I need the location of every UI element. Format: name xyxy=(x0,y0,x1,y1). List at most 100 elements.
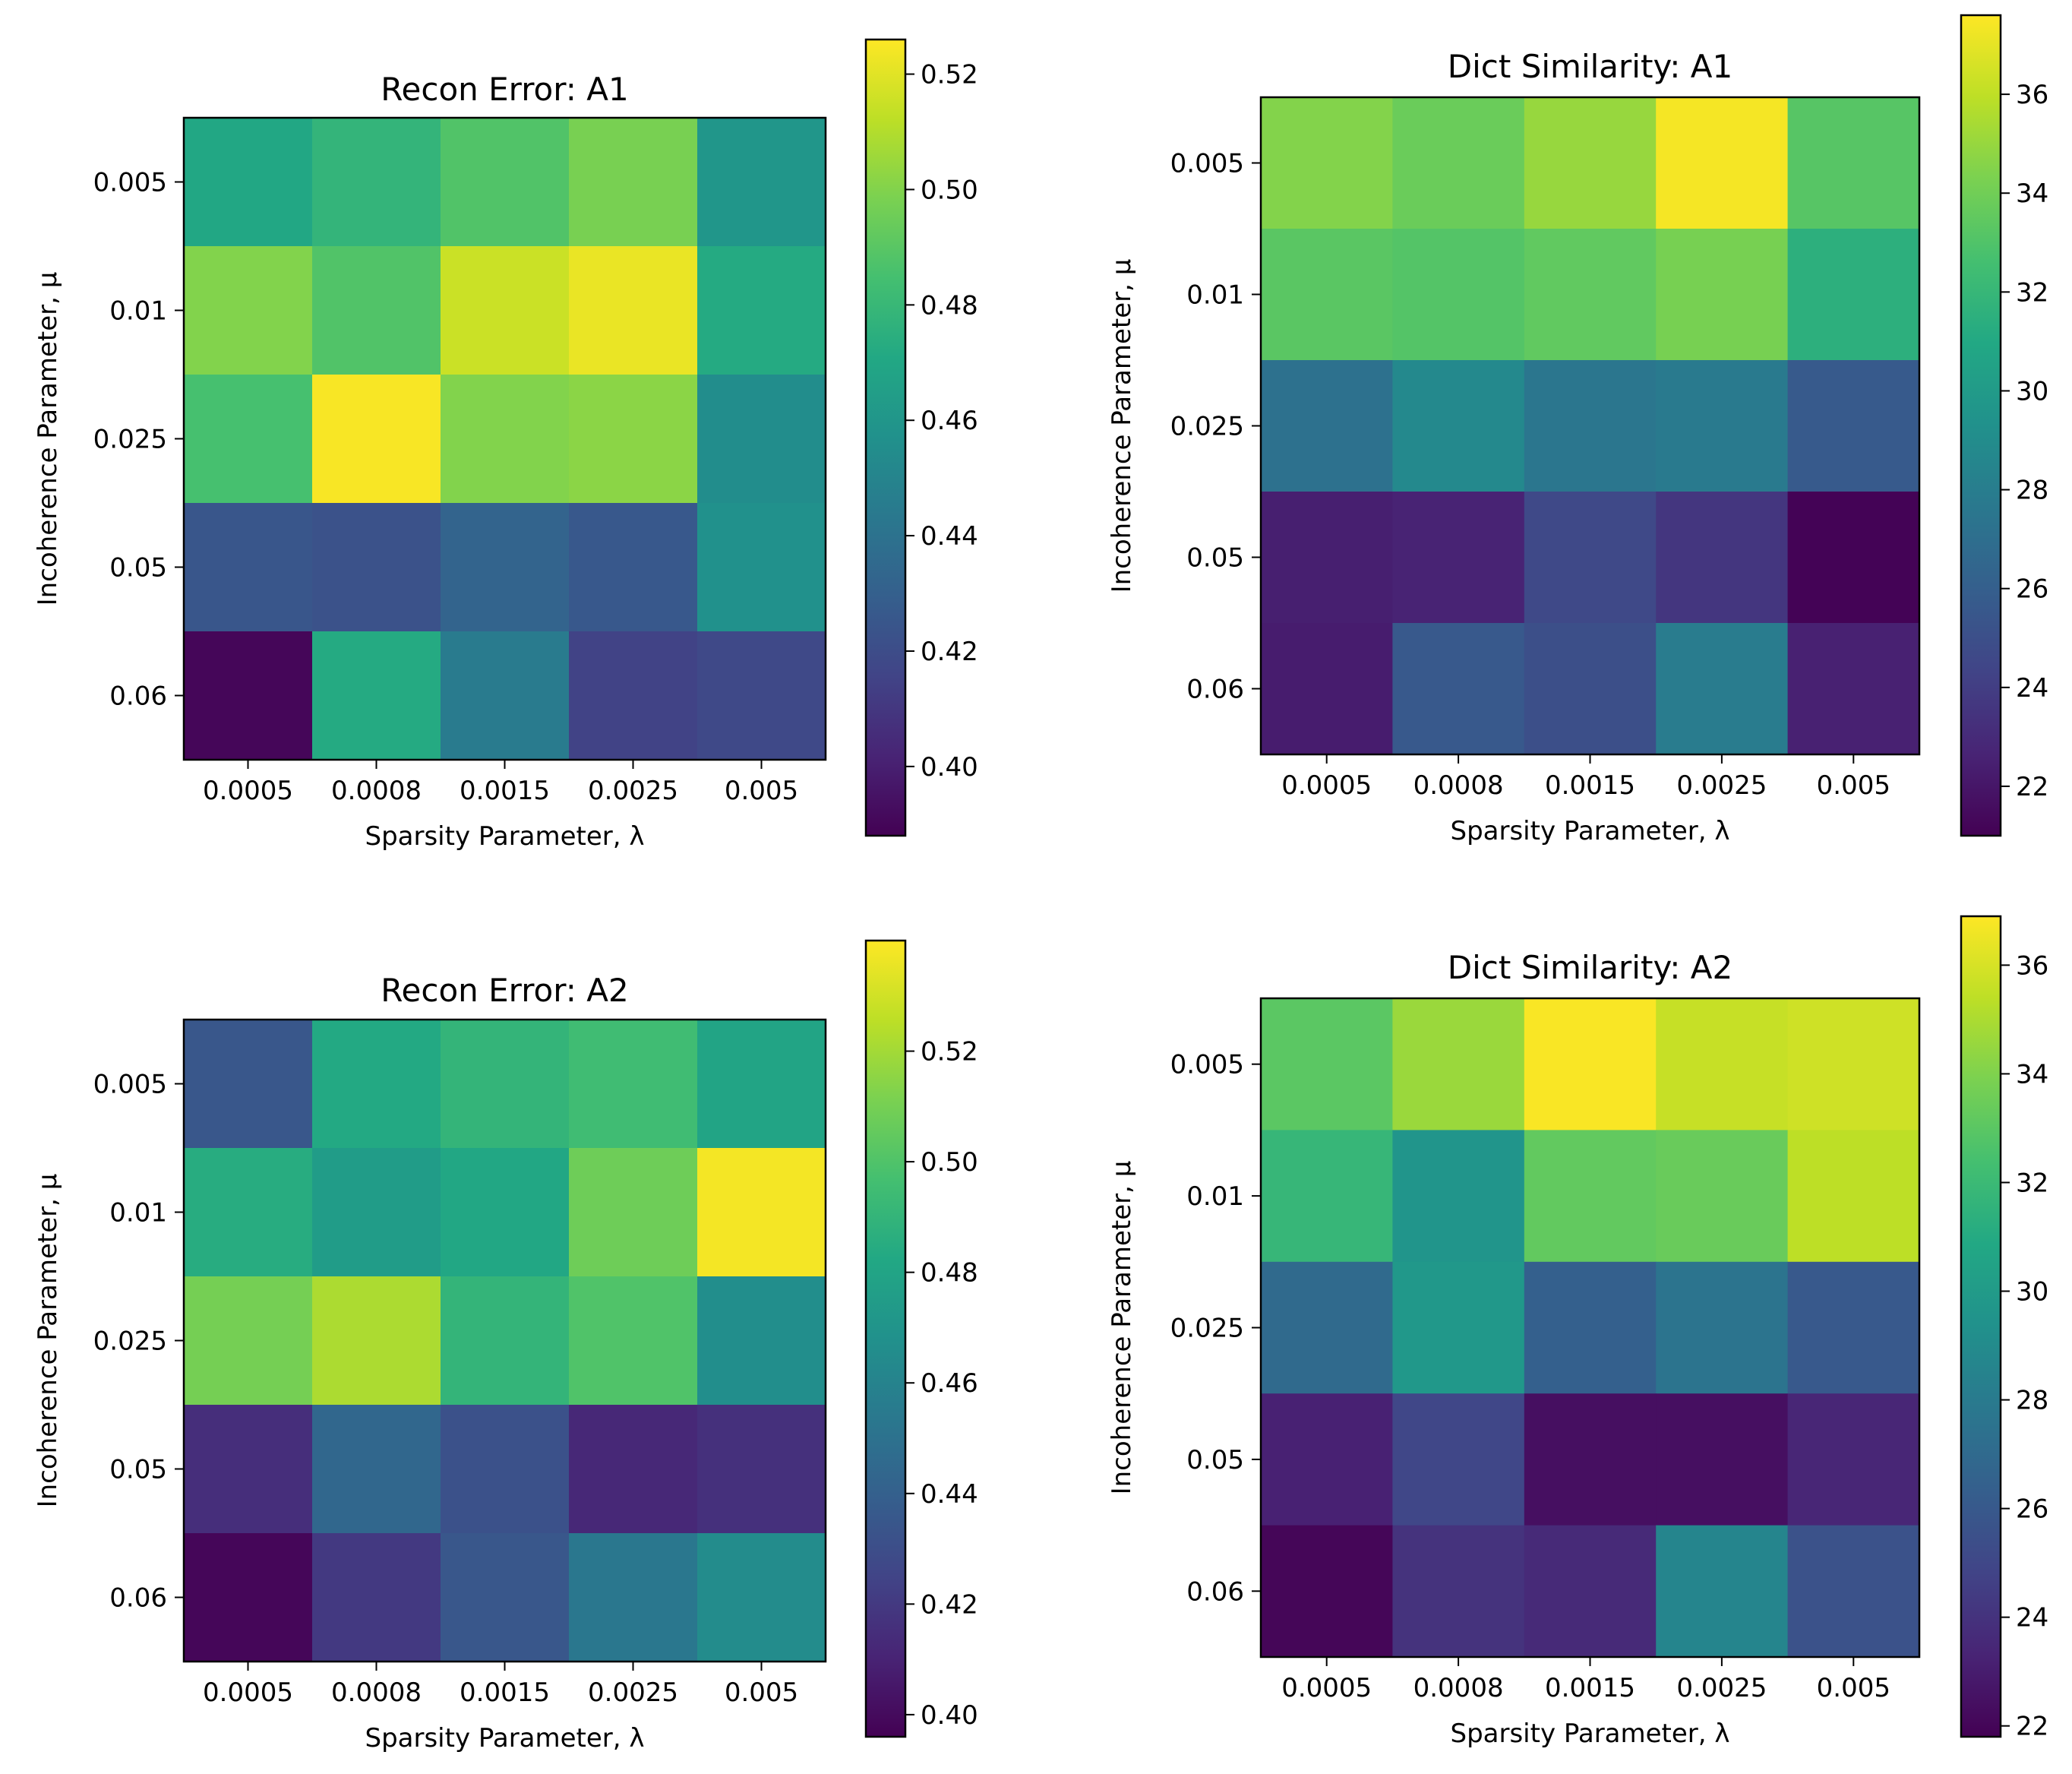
heatmap-cell xyxy=(569,246,698,375)
x-tick-label: 0.0015 xyxy=(1545,1673,1635,1703)
colorbar-tick-label: 0.40 xyxy=(921,752,978,783)
colorbar xyxy=(1960,14,2002,837)
heatmap-cell xyxy=(1787,1525,1920,1658)
colorbar-tick-label: 30 xyxy=(2016,1277,2048,1308)
heatmap-cell xyxy=(312,118,441,247)
colorbar xyxy=(864,939,907,1738)
heatmap-cell xyxy=(184,1276,313,1406)
y-tick-label: 0.05 xyxy=(109,1455,167,1485)
heatmap-cell xyxy=(1524,97,1657,229)
heatmap-cell xyxy=(441,631,570,761)
heatmap-cell xyxy=(697,118,826,247)
heatmap-cell xyxy=(312,1405,441,1534)
heatmap-cell xyxy=(697,1533,826,1662)
heatmap-cell xyxy=(312,1276,441,1406)
y-tick-label: 0.05 xyxy=(1186,1445,1244,1475)
y-tick-label: 0.06 xyxy=(1186,1576,1244,1607)
heatmap-cell xyxy=(1392,229,1525,361)
heatmap-cell xyxy=(569,1533,698,1662)
colorbar-tick-label: 22 xyxy=(2016,772,2048,802)
heatmap-cell xyxy=(184,118,313,247)
heatmap-cell xyxy=(1261,229,1393,361)
x-tick-label: 0.0015 xyxy=(1545,770,1635,801)
heatmap-cell xyxy=(441,118,570,247)
colorbar-tick-label: 34 xyxy=(2016,1059,2048,1089)
heatmap-cell xyxy=(1656,360,1789,492)
colorbar xyxy=(1960,915,2002,1738)
heatmap-cell xyxy=(697,1276,826,1406)
x-tick-label: 0.0008 xyxy=(331,776,422,806)
heatmap-cell xyxy=(697,246,826,375)
y-tick-label: 0.025 xyxy=(1170,412,1244,442)
chart-title: Recon Error: A1 xyxy=(381,71,628,108)
y-tick-label: 0.01 xyxy=(1186,280,1244,311)
colorbar-tick-label: 36 xyxy=(2016,950,2048,981)
heatmap-cell xyxy=(1656,1130,1789,1263)
heatmap-cell xyxy=(1261,623,1393,755)
heatmap-cell xyxy=(1524,229,1657,361)
heatmap-cell xyxy=(569,1148,698,1277)
colorbar-tick-label: 26 xyxy=(2016,1494,2048,1525)
heatmap-cell xyxy=(312,375,441,504)
colorbar-tick-label: 0.44 xyxy=(921,1479,978,1510)
colorbar-tick-label: 0.48 xyxy=(921,1258,978,1289)
heatmap-cell xyxy=(1524,1261,1657,1394)
heatmap-cell xyxy=(697,1020,826,1149)
colorbar-tick-label: 34 xyxy=(2016,179,2048,209)
x-tick-label: 0.0008 xyxy=(331,1678,422,1708)
heatmap-panel-4: Dict Similarity: A2 0.0005 0.0008 0.0015 0.0… xyxy=(1107,915,2048,1749)
heatmap-cell xyxy=(441,1276,570,1406)
x-tick-label: 0.0008 xyxy=(1413,770,1504,801)
heatmap-cell xyxy=(697,1405,826,1534)
heatmap-cell xyxy=(1656,97,1789,229)
heatmap-cell xyxy=(1261,1525,1393,1658)
x-axis-label: Sparsity Parameter, λ xyxy=(365,1723,644,1753)
y-tick-label: 0.01 xyxy=(1186,1181,1244,1212)
colorbar-tick-label: 0.52 xyxy=(921,60,978,90)
x-tick-label: 0.005 xyxy=(725,776,798,806)
y-axis-label: Incoherence Parameter, μ xyxy=(33,272,63,606)
chart-title: Dict Similarity: A2 xyxy=(1448,949,1732,986)
x-tick-label: 0.0005 xyxy=(1281,1673,1372,1703)
heatmap-cell xyxy=(184,375,313,504)
heatmap-cell xyxy=(441,503,570,632)
heatmap-cell xyxy=(569,1405,698,1534)
colorbar-tick-label: 32 xyxy=(2016,277,2048,308)
heatmap-cell xyxy=(1392,360,1525,492)
heatmap-cell xyxy=(569,631,698,761)
heatmap-cell xyxy=(184,631,313,761)
colorbar-tick-label: 0.50 xyxy=(921,1147,978,1178)
heatmap-cell xyxy=(184,1405,313,1534)
colorbar-tick-label: 0.42 xyxy=(921,637,978,667)
heatmap-cell xyxy=(1787,492,1920,624)
heatmap-panel-3: Recon Error: A2 0.0005 0.0008 0.0015 0.0025 0… xyxy=(33,939,978,1753)
chart-title: Dict Similarity: A1 xyxy=(1448,48,1732,85)
y-axis-label: Incoherence Parameter, μ xyxy=(1107,1161,1137,1495)
heatmap-cell xyxy=(441,246,570,375)
heatmap-cell xyxy=(312,246,441,375)
heatmap-cell xyxy=(184,1020,313,1149)
colorbar-tick-label: 24 xyxy=(2016,673,2048,704)
heatmap-cell xyxy=(184,1148,313,1277)
heatmap-cell xyxy=(1787,1393,1920,1526)
x-tick-label: 0.0025 xyxy=(1676,770,1767,801)
y-tick-label: 0.01 xyxy=(109,296,167,327)
heatmap-cell xyxy=(1261,360,1393,492)
colorbar-tick-label: 0.50 xyxy=(921,175,978,205)
heatmap-cell xyxy=(184,1533,313,1662)
x-tick-label: 0.005 xyxy=(1817,770,1890,801)
y-tick-label: 0.005 xyxy=(1170,1050,1244,1080)
heatmap-cell xyxy=(1787,97,1920,229)
y-tick-label: 0.05 xyxy=(109,553,167,583)
heatmap-cell xyxy=(184,503,313,632)
heatmap-cell xyxy=(569,118,698,247)
colorbar xyxy=(864,38,907,837)
heatmap-cell xyxy=(1392,97,1525,229)
x-tick-label: 0.0025 xyxy=(588,776,678,806)
heatmap-cell xyxy=(1392,623,1525,755)
x-tick-label: 0.0025 xyxy=(1676,1673,1767,1703)
heatmap-cell xyxy=(441,1533,570,1662)
x-axis-label: Sparsity Parameter, λ xyxy=(1450,816,1729,846)
heatmap-cell xyxy=(697,503,826,632)
